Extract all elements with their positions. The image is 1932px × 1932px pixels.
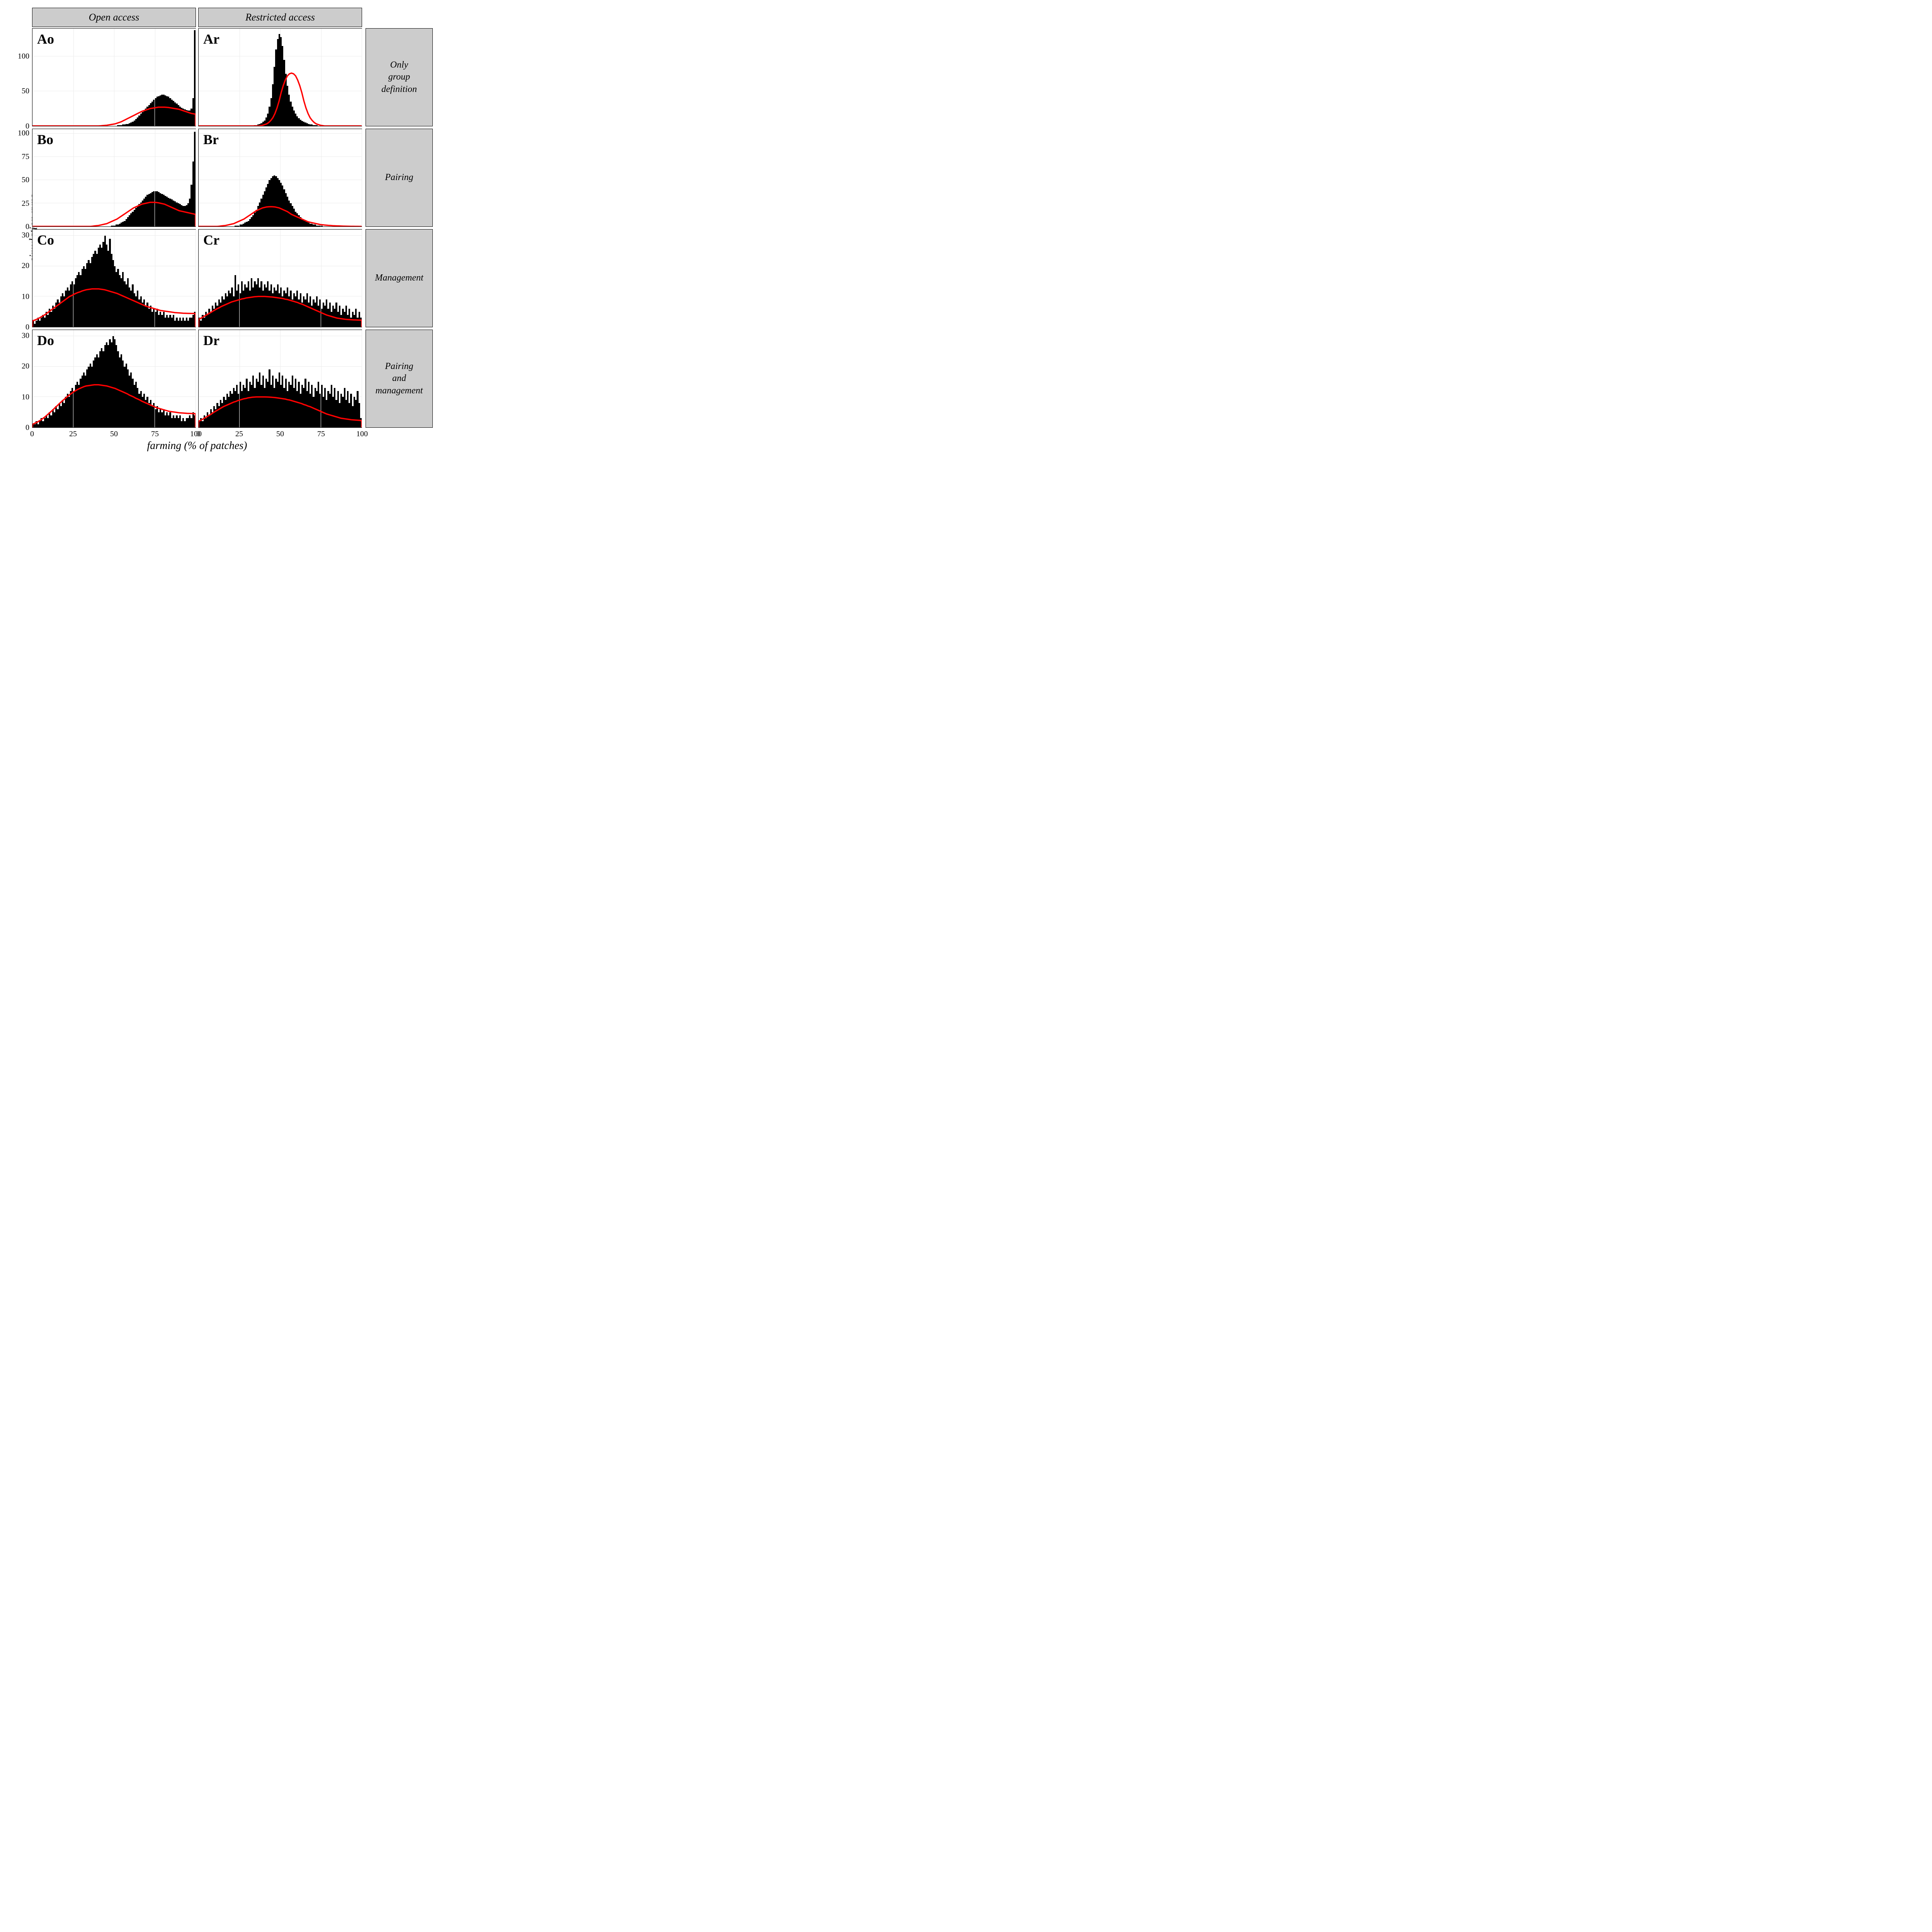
panel-Ao: Ao [32, 28, 196, 126]
x-tick: 50 [110, 430, 118, 439]
y-tick: 75 [22, 152, 29, 161]
x-tick: 0 [30, 430, 34, 439]
y-tick: 50 [22, 176, 29, 185]
panel-Bo: Bo [32, 129, 196, 227]
y-tick: 30 [22, 231, 29, 240]
row-header-0: Onlygroupdefinition [366, 28, 433, 126]
panel-label-Ar: Ar [203, 31, 219, 47]
panel-label-Do: Do [37, 332, 54, 349]
panel-label-Bo: Bo [37, 131, 53, 148]
x-tick: 75 [317, 430, 325, 439]
y-tick: 100 [18, 52, 29, 61]
panel-Ar: Ar [198, 28, 362, 126]
x-tick: 100 [356, 430, 368, 439]
x-tick: 0 [196, 430, 200, 439]
panel-label-Cr: Cr [203, 232, 219, 248]
y-tick: 20 [22, 262, 29, 270]
y-tick: 25 [22, 199, 29, 208]
y-axis-label-container: simulation runs 050100025507510001020300… [8, 27, 31, 429]
x-tick: 75 [151, 430, 159, 439]
panel-label-Co: Co [37, 232, 54, 248]
x-axis-left: 0255075100 [31, 429, 197, 452]
panel-Do: Do [32, 330, 196, 428]
x-axis-right: 0255075100 [197, 429, 363, 452]
x-tick: 25 [235, 430, 243, 439]
panel-Br: Br [198, 129, 362, 227]
panel-label-Br: Br [203, 131, 219, 148]
row-header-2: Management [366, 229, 433, 327]
x-tick: 25 [69, 430, 77, 439]
x-tick: 50 [276, 430, 284, 439]
col-header-restricted: Restricted access [198, 8, 362, 27]
y-tick: 30 [22, 331, 29, 340]
y-tick: 10 [22, 393, 29, 401]
panel-label-Dr: Dr [203, 332, 219, 349]
facet-figure: simulation runs 050100025507510001020300… [8, 8, 433, 452]
panel-label-Ao: Ao [37, 31, 54, 47]
y-tick: 20 [22, 362, 29, 371]
y-tick: 10 [22, 292, 29, 301]
panel-Cr: Cr [198, 229, 362, 327]
col-header-open: Open access [32, 8, 196, 27]
row-header-3: Pairingandmanagement [366, 330, 433, 428]
y-tick: 50 [22, 87, 29, 96]
row-header-1: Pairing [366, 129, 433, 227]
panel-Co: Co [32, 229, 196, 327]
panel-Dr: Dr [198, 330, 362, 428]
y-tick: 0 [26, 423, 29, 432]
y-tick: 100 [18, 129, 29, 138]
